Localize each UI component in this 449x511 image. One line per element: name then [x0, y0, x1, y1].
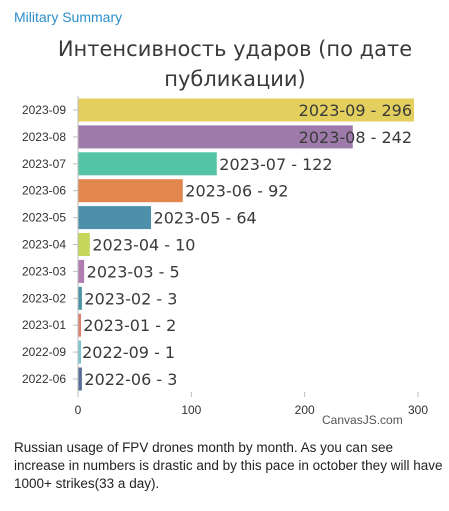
bar [78, 367, 82, 391]
data-label: 2022-09 - 1 [82, 343, 175, 362]
post-caption: Russian usage of FPV drones month by mon… [14, 440, 443, 491]
canvasjs-watermark: CanvasJS.com [322, 413, 403, 427]
y-tick-label: 2022-09 [22, 345, 66, 359]
y-tick-label: 2023-09 [22, 103, 66, 117]
bar [78, 233, 90, 256]
data-label: 2023-04 - 10 [92, 236, 195, 255]
bar [78, 206, 152, 230]
x-tick-label: 300 [408, 403, 428, 417]
data-label: 2022-06 - 3 [84, 370, 177, 389]
x-tick-label: 100 [181, 403, 201, 417]
y-tick-label: 2023-05 [22, 211, 66, 225]
chart-title-line-1: Интенсивность ударов (по дате [57, 37, 413, 61]
bar [78, 286, 82, 310]
chart-title-line-2: публикации) [164, 67, 306, 91]
y-tick-label: 2022-06 [22, 372, 66, 386]
bar [78, 125, 353, 149]
bar [78, 313, 81, 337]
data-label: 2023-09 - 296 [299, 101, 412, 120]
data-label: 2023-02 - 3 [84, 289, 177, 308]
bar [78, 98, 414, 122]
x-tick-label: 200 [295, 403, 315, 417]
data-label: 2023-03 - 5 [87, 262, 180, 281]
y-tick-label: 2023-01 [22, 318, 66, 332]
data-label: 2023-01 - 2 [83, 316, 176, 335]
bar [78, 259, 85, 283]
y-tick-label: 2023-02 [22, 291, 66, 305]
bar-chart: 2023-09 2023-09 - 296 2023-08 2023-08 - 242… [22, 96, 428, 427]
data-label: 2023-05 - 64 [154, 209, 257, 228]
source-link[interactable]: Military Summary [14, 9, 123, 25]
y-tick-label: 2023-07 [22, 157, 66, 171]
bar [78, 179, 183, 203]
x-tick-label: 0 [75, 403, 82, 417]
bar [78, 340, 81, 364]
data-label: 2023-06 - 92 [185, 182, 288, 201]
y-tick-label: 2023-08 [22, 130, 66, 144]
data-label: 2023-08 - 242 [299, 128, 412, 147]
data-label: 2023-07 - 122 [219, 155, 332, 174]
y-tick-label: 2023-04 [22, 238, 66, 252]
bar [78, 152, 217, 176]
y-tick-label: 2023-06 [22, 184, 66, 198]
y-tick-label: 2023-03 [22, 264, 66, 278]
